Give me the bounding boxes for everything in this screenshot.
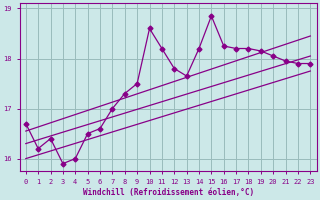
X-axis label: Windchill (Refroidissement éolien,°C): Windchill (Refroidissement éolien,°C)	[83, 188, 254, 197]
